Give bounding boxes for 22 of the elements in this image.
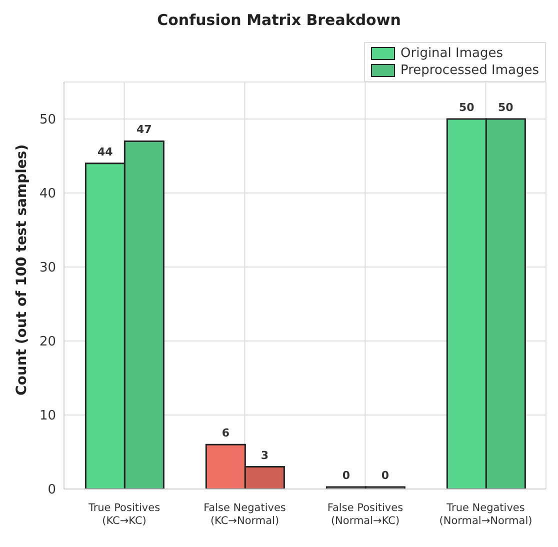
y-tick-label: 20: [39, 334, 56, 350]
y-tick-label: 10: [39, 408, 56, 424]
data-label: 3: [260, 448, 269, 462]
legend-label: Original Images: [400, 45, 503, 62]
legend-label: Preprocessed Images: [400, 62, 539, 79]
y-axis-title: Count (out of 100 test samples): [14, 144, 30, 396]
data-label: 50: [459, 101, 475, 114]
x-tick-label: False Negatives (KC→Normal): [204, 502, 286, 527]
x-tick-label: True Positives (KC→KC): [87, 502, 160, 527]
data-label: 44: [98, 145, 114, 158]
data-label: 6: [222, 426, 230, 440]
data-label: 47: [136, 123, 152, 136]
data-label: 50: [498, 101, 514, 114]
y-tick-label: 0: [48, 482, 56, 498]
chart-title: Confusion Matrix Breakdown: [156, 10, 402, 31]
data-label: 0: [381, 469, 390, 482]
x-tick-label: False Positives (Normal→KC): [327, 502, 404, 527]
y-tick-label: 50: [39, 112, 56, 128]
y-tick-label: 30: [39, 260, 56, 276]
x-tick-label: True Negatives (Normal→Normal): [439, 502, 532, 527]
y-tick-label: 40: [39, 186, 56, 202]
data-label: 0: [342, 469, 350, 482]
